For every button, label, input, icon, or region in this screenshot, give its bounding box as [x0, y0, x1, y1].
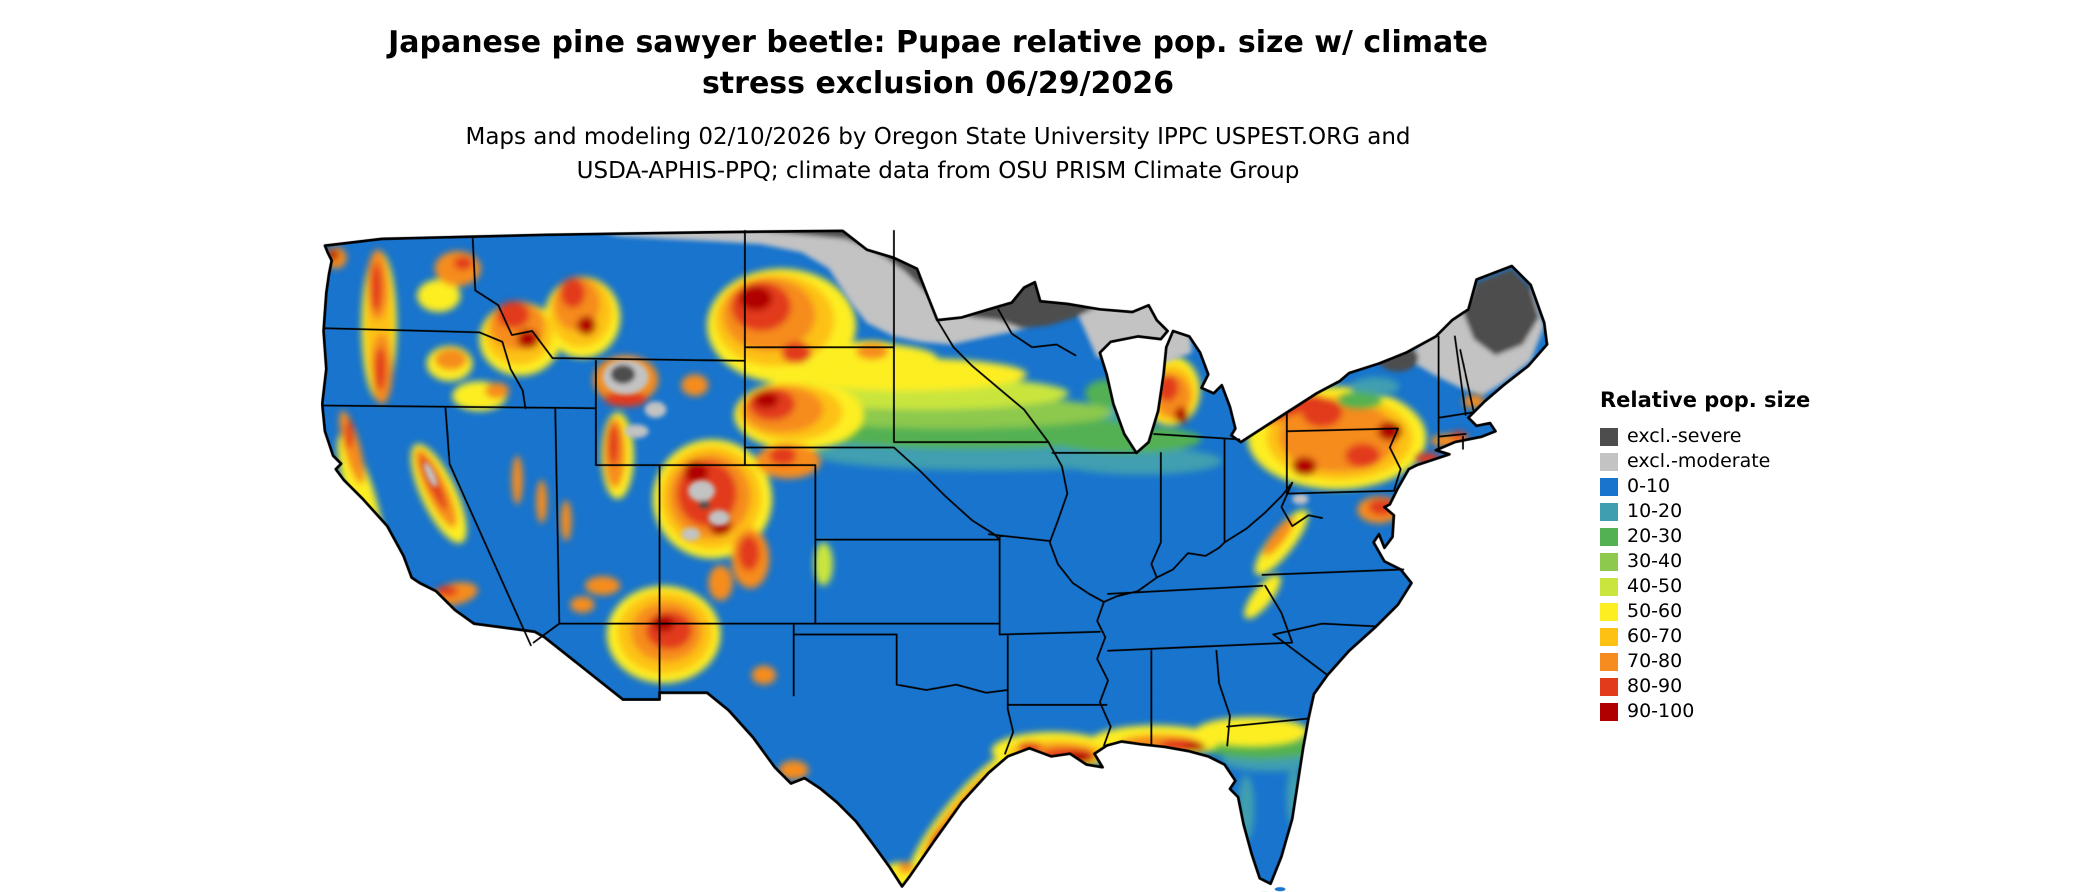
- legend-item: excl.-moderate: [1600, 449, 1810, 474]
- legend-item-label: 70-80: [1627, 650, 1683, 672]
- us-risk-map-svg: [320, 229, 1549, 892]
- us-outline: [320, 229, 1549, 888]
- legend-swatch-10-20: [1600, 502, 1618, 521]
- legend-item: 20-30: [1600, 524, 1810, 549]
- map-legend: Relative pop. size excl.-severe excl.-mo…: [1600, 388, 1810, 724]
- legend-swatch-40-50: [1600, 577, 1618, 596]
- risk-raster-layer: [322, 230, 1547, 887]
- legend-item: excl.-severe: [1600, 424, 1810, 449]
- legend-item: 50-60: [1600, 599, 1810, 624]
- legend-item: 40-50: [1600, 574, 1810, 599]
- legend-item-label: 60-70: [1627, 625, 1683, 647]
- map-header: Japanese pine sawyer beetle: Pupae relat…: [0, 22, 1876, 188]
- us-risk-map: [310, 228, 1551, 892]
- legend-item: 70-80: [1600, 649, 1810, 674]
- legend-item: 60-70: [1600, 624, 1810, 649]
- subtitle-line-2: USDA-APHIS-PPQ; climate data from OSU PR…: [576, 158, 1300, 184]
- legend-item-label: 10-20: [1627, 500, 1683, 522]
- title-line-1: Japanese pine sawyer beetle: Pupae relat…: [388, 25, 1488, 60]
- legend-item-label: 80-90: [1627, 675, 1683, 697]
- legend-item-label: 0-10: [1627, 475, 1671, 497]
- legend-swatch-70-80: [1600, 652, 1618, 671]
- legend-item: 80-90: [1600, 674, 1810, 699]
- page-subtitle: Maps and modeling 02/10/2026 by Oregon S…: [0, 120, 1876, 188]
- page-title: Japanese pine sawyer beetle: Pupae relat…: [0, 22, 1876, 104]
- title-line-2: stress exclusion 06/29/2026: [701, 66, 1175, 101]
- legend-item: 90-100: [1600, 699, 1810, 724]
- legend-item-label: excl.-severe: [1627, 425, 1742, 447]
- legend-swatch-excl-moderate: [1600, 452, 1618, 471]
- legend-swatch-30-40: [1600, 552, 1618, 571]
- legend-title: Relative pop. size: [1600, 388, 1811, 412]
- legend-item-label: 90-100: [1627, 700, 1695, 722]
- legend-swatch-90-100: [1600, 702, 1618, 721]
- legend-swatch-excl-severe: [1600, 427, 1618, 446]
- legend-item-label: 40-50: [1627, 575, 1683, 597]
- legend-item-label: 50-60: [1627, 600, 1683, 622]
- florida-keys: [1262, 887, 1286, 892]
- legend-item: 10-20: [1600, 499, 1810, 524]
- legend-swatch-50-60: [1600, 602, 1618, 621]
- legend-item-label: 30-40: [1627, 550, 1683, 572]
- legend-item: 30-40: [1600, 549, 1810, 574]
- legend-swatch-20-30: [1600, 527, 1618, 546]
- legend-swatch-0-10: [1600, 477, 1618, 496]
- legend-swatch-60-70: [1600, 627, 1618, 646]
- legend-item-label: excl.-moderate: [1627, 450, 1771, 472]
- subtitle-line-1: Maps and modeling 02/10/2026 by Oregon S…: [465, 124, 1411, 150]
- legend-item: 0-10: [1600, 474, 1810, 499]
- state-borders: [321, 229, 1475, 755]
- legend-swatch-80-90: [1600, 677, 1618, 696]
- legend-item-label: 20-30: [1627, 525, 1683, 547]
